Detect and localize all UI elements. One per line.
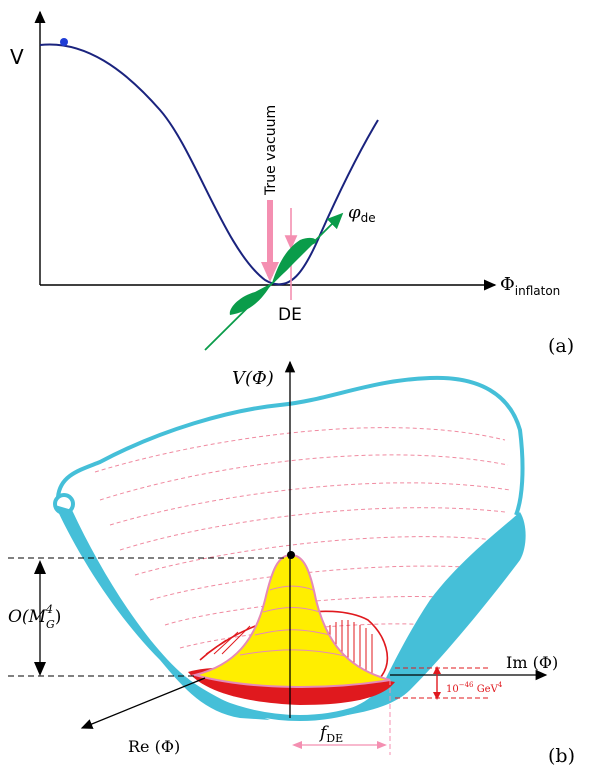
panel-b: V(Φ) Im (Φ) Re (Φ) O(M4 G) 10−46 GeV4 fDE… [8, 360, 575, 767]
b-right-wall [300, 512, 526, 719]
b-back-rim [56, 375, 525, 516]
b-top-dot [287, 551, 295, 559]
a-phi-de-label: φde [348, 202, 376, 225]
b-left-wall [55, 505, 270, 720]
b-panel-tag: (b) [548, 745, 575, 767]
a-panel-tag: (a) [548, 335, 574, 357]
a-x-label: Φinflaton [500, 274, 560, 298]
a-start-dot [60, 38, 68, 46]
a-green-lobe-lower [229, 283, 272, 315]
b-red-hatch [199, 610, 389, 679]
b-re-axis [80, 677, 206, 729]
a-green-lobe-upper [272, 237, 317, 283]
b-o-label: O(M4 G) [8, 603, 61, 631]
a-true-vacuum-label: True vacuum [263, 105, 279, 196]
a-potential-curve [39, 43, 379, 286]
a-phi-de-arrow [204, 212, 344, 351]
b-im-label: Im (Φ) [506, 653, 558, 672]
b-f-label: fDE [318, 723, 343, 745]
b-re-label: Re (Φ) [128, 737, 180, 756]
b-y-label: V(Φ) [232, 368, 274, 389]
a-v-label: V [10, 45, 24, 69]
b-peak-contours [239, 585, 346, 657]
a-de-label: DE [278, 305, 302, 325]
panel-a: V True vacuum φde Φinflaton DE (a) [10, 10, 574, 357]
b-bottom-trough [182, 677, 403, 722]
b-gev-label: 10−46 GeV4 [446, 681, 503, 695]
b-central-peak [191, 553, 391, 688]
